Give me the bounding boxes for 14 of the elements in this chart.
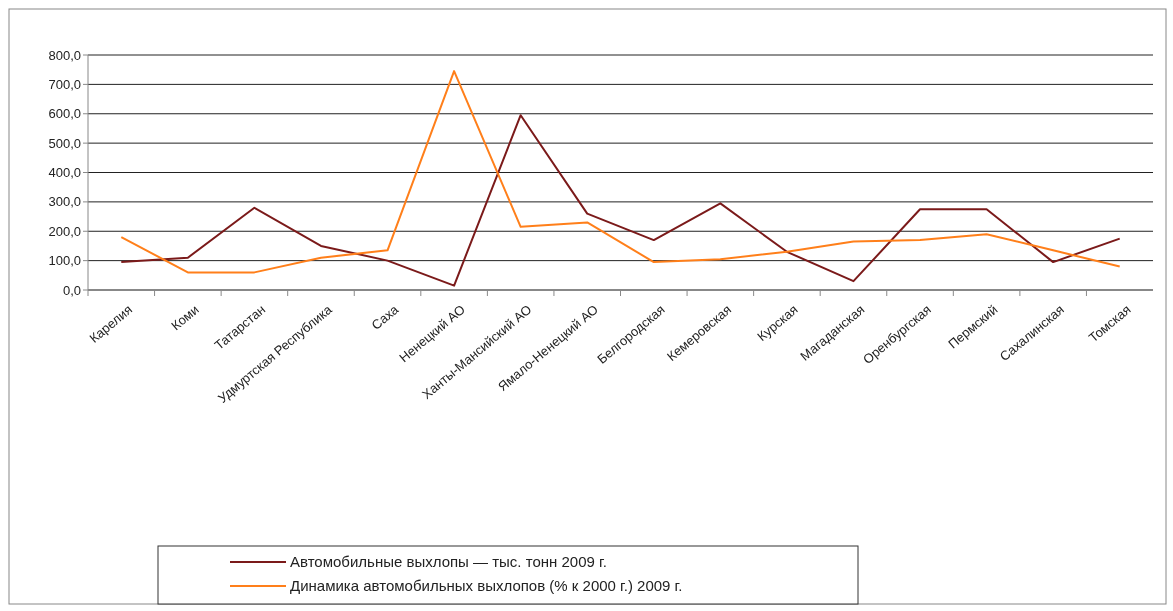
y-tick-label: 200,0 — [48, 223, 81, 239]
legend-label: Автомобильные выхлопы — тыс. тонн 2009 г. — [290, 553, 607, 571]
x-tick-label: Саха — [368, 301, 402, 333]
y-tick-label: 600,0 — [48, 106, 81, 122]
y-tick-label: 400,0 — [48, 165, 81, 181]
y-tick-label: 800,0 — [48, 47, 81, 63]
y-tick-label: 0,0 — [62, 282, 81, 298]
line-series — [120, 114, 1121, 287]
y-tick-label: 300,0 — [48, 194, 81, 210]
y-tick-label: 500,0 — [48, 135, 81, 151]
y-tick-label: 700,0 — [48, 76, 81, 92]
line-series — [120, 70, 1121, 274]
legend-label: Динамика автомобильных выхлопов (% к 2000 г.) 2009 г. — [290, 577, 683, 595]
y-tick-label: 100,0 — [48, 253, 81, 269]
